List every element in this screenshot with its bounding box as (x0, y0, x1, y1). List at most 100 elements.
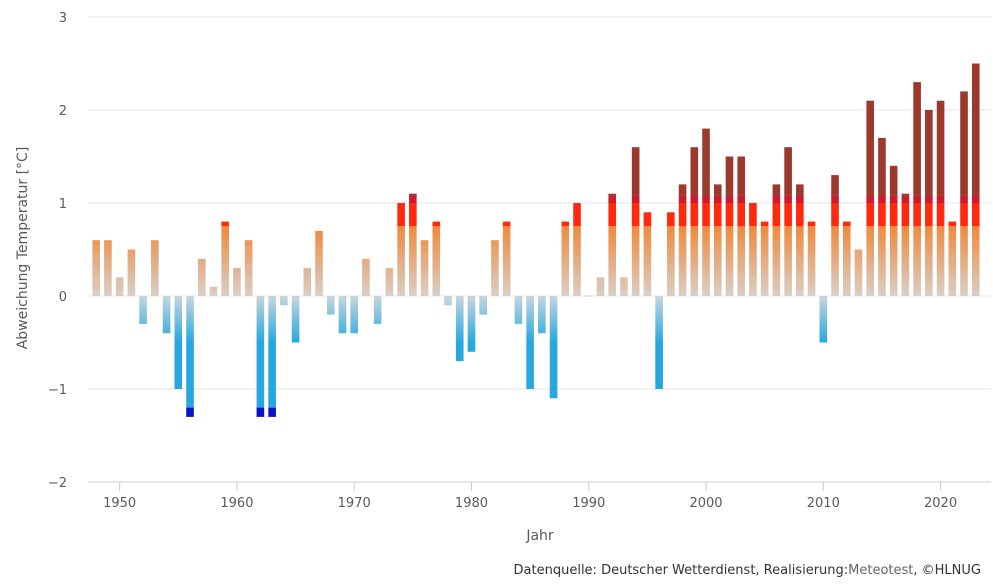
credits: Datenquelle: Deutscher Wetterdienst, Rea… (514, 563, 981, 578)
bar-segment (889, 226, 898, 296)
bar-segment (608, 226, 617, 296)
bar-segment (831, 203, 839, 227)
bar (526, 296, 534, 389)
bar-segment (913, 82, 921, 196)
bar-segment (925, 195, 933, 203)
bar-segment (971, 226, 980, 296)
bar (502, 221, 511, 296)
bar (385, 268, 394, 296)
bar (221, 221, 230, 296)
bar (139, 296, 147, 324)
bar (889, 165, 898, 296)
bar-segment (819, 296, 828, 343)
bar (573, 203, 581, 296)
bar-segment (655, 296, 663, 343)
bar-segment (467, 296, 476, 343)
bar-segment (678, 226, 687, 296)
bar-segment (925, 203, 933, 227)
bar-segment (760, 221, 769, 227)
bar-segment (725, 226, 734, 296)
y-tick-label: 3 (59, 11, 67, 26)
bar (936, 100, 945, 296)
bar-segment (690, 203, 699, 227)
bar (467, 296, 476, 352)
bar-segment (315, 230, 323, 296)
bar (901, 193, 910, 296)
bar-segment (889, 203, 898, 227)
bar-segment (784, 203, 792, 227)
bar-segment (174, 342, 183, 389)
bar-segment (807, 226, 816, 296)
bar-segment (725, 195, 734, 203)
bar-segment (221, 226, 230, 296)
bar (197, 258, 206, 296)
bar-segment (373, 296, 382, 324)
bar (878, 137, 886, 296)
bar (373, 296, 382, 324)
bar-segment (127, 249, 136, 296)
bar-segment (104, 240, 112, 296)
bar-segment (772, 195, 781, 203)
bar-segment (901, 203, 910, 227)
bar-segment (350, 296, 359, 334)
bar-segment (561, 226, 570, 296)
bar-segment (866, 100, 875, 196)
bar-segment (725, 156, 734, 196)
bar (350, 296, 359, 334)
bar-segment (608, 195, 617, 203)
bar-segment (831, 195, 839, 203)
bar (268, 296, 276, 417)
bar-segment (913, 195, 921, 203)
bar-segment (960, 195, 968, 203)
bar-segment (971, 195, 980, 203)
bar-segment (971, 203, 980, 227)
bar-segment (925, 226, 933, 296)
bar-segment (303, 268, 312, 296)
bar-segment (878, 195, 886, 203)
bar (819, 296, 828, 343)
bar-segment (690, 195, 699, 203)
bar-segment (713, 203, 722, 227)
bar-segment (831, 226, 839, 296)
bar-segment (948, 226, 957, 296)
bar-segment (502, 226, 511, 296)
credits-link[interactable]: Meteotest (848, 563, 914, 578)
bar (104, 240, 112, 296)
bar-segment (842, 226, 851, 296)
bar (713, 184, 722, 296)
bar-segment (186, 296, 194, 343)
bar (151, 240, 159, 296)
bar-segment (737, 203, 746, 227)
bar (866, 100, 875, 296)
bar-segment (702, 195, 710, 203)
bar-segment (256, 407, 265, 417)
bar-segment (948, 221, 957, 227)
bar (432, 221, 441, 296)
bar-segment (209, 286, 218, 296)
bar-segment (186, 407, 194, 417)
bar-segment (631, 203, 640, 227)
bar (362, 258, 370, 296)
bar-segment (854, 249, 863, 296)
bar-segment (784, 195, 792, 203)
bar-segment (291, 296, 300, 343)
bar (444, 296, 452, 306)
bar (643, 212, 652, 296)
bar (725, 156, 734, 296)
bar-segment (667, 212, 675, 227)
bar-segment (549, 342, 558, 399)
bar-segment (667, 226, 675, 296)
bar-segment (186, 342, 194, 408)
x-tick-label: 1980 (455, 496, 488, 511)
bar (303, 268, 312, 296)
bar-segment (455, 342, 464, 362)
bar-segment (713, 184, 722, 196)
bar (749, 203, 757, 296)
bar-segment (713, 195, 722, 203)
y-tick-label: 0 (59, 290, 67, 305)
bar-segment (878, 203, 886, 227)
bar-segment (749, 226, 757, 296)
bar-segment (162, 296, 171, 334)
bar (584, 295, 593, 297)
bar-segment (479, 296, 488, 315)
